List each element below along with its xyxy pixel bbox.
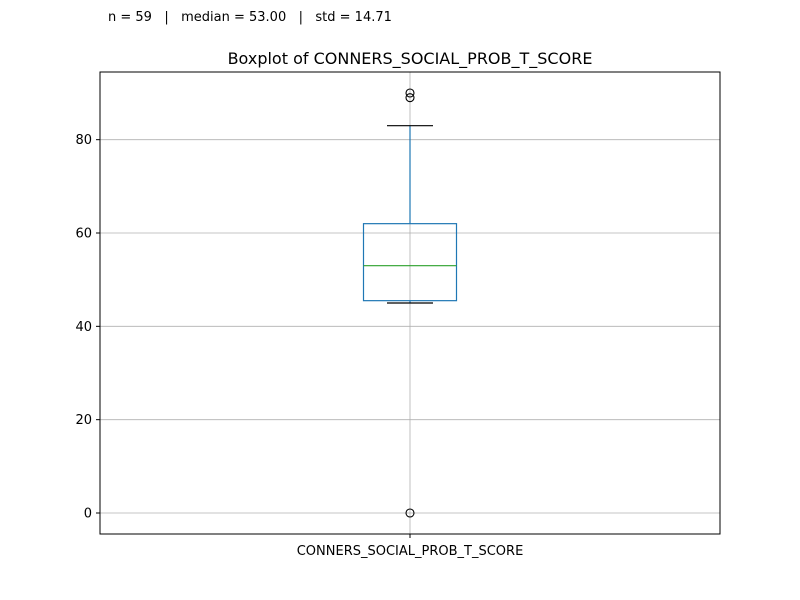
chart-title: Boxplot of CONNERS_SOCIAL_PROB_T_SCORE (228, 49, 593, 69)
x-tick-label: CONNERS_SOCIAL_PROB_T_SCORE (297, 544, 524, 559)
x-axis: CONNERS_SOCIAL_PROB_T_SCORE (297, 534, 524, 559)
iqr-box (362, 223, 458, 302)
box-series (362, 88, 458, 518)
y-tick-label: 60 (75, 227, 92, 242)
outlier-point (405, 508, 415, 518)
y-tick-label: 80 (75, 133, 92, 148)
y-tick-label: 0 (84, 507, 92, 522)
y-axis: 0 20 40 60 80 (75, 133, 100, 522)
y-tick-label: 20 (75, 413, 92, 428)
outlier-point (405, 88, 415, 98)
outlier-point (405, 93, 415, 103)
summary-stats: n = 59 | median = 53.00 | std = 14.71 (108, 10, 392, 25)
y-tick-label: 40 (75, 320, 92, 335)
